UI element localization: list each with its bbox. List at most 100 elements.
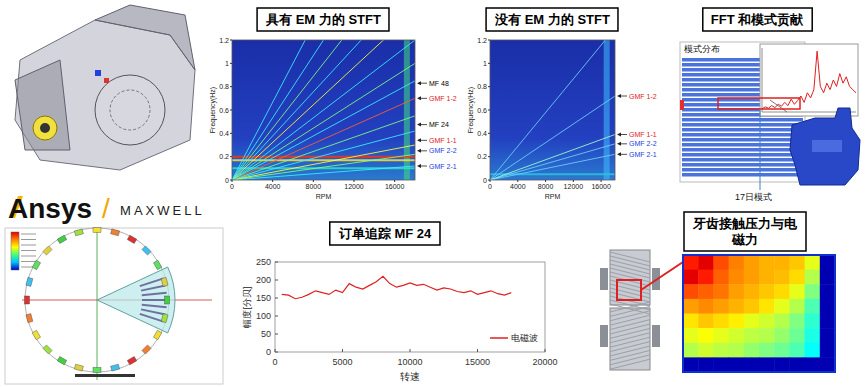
annotation-label: MF 48 [429,80,449,87]
x-axis-title: RPM [316,193,332,200]
plot-frame [232,40,415,180]
annotation-arrow [620,96,627,97]
heat-cell [759,284,775,299]
x-tick-label: 0 [272,357,277,367]
y-tick [275,352,278,353]
title-frame [257,8,389,31]
y-tick-label: 150 [256,293,271,303]
sensor [95,70,101,76]
heat-cell [820,284,836,299]
x-tick [394,180,395,182]
color-bar-text-stub [21,250,36,251]
plot-background [232,40,415,180]
heat-cell [744,270,760,285]
spectrogram: 040008000120001600000.20.40.60.811.2RPMF… [209,0,457,200]
heat-cell [774,299,790,314]
magnet [74,364,83,371]
arrow-head [417,123,421,127]
sensor [104,78,109,83]
magnet [57,356,66,364]
heat-cell [683,357,699,372]
mode-row [682,158,803,162]
heat-cell [820,357,836,372]
heat-cell [713,328,729,343]
heat-cell [683,270,699,285]
panel-title: 没有 EM 力的 STFT [494,12,610,27]
color-bar-text-stub [21,261,36,262]
x-tick [354,180,355,182]
stator-tooth [141,309,165,314]
magnet [43,246,52,255]
heat-cell [683,284,699,299]
title-box: 牙齿接触压力与电磁力 [684,212,806,251]
title-box: 没有 EM 力的 STFT [486,8,618,31]
gear-tooth [610,346,650,356]
heat-cell [698,314,714,329]
title-frame [486,8,618,31]
y-tick [488,110,490,111]
magnet [142,345,151,354]
y-tick-label: 0.2 [219,153,229,160]
stator-tooth [141,285,165,290]
heat-cell [698,357,714,372]
plot-frame [275,262,545,352]
mode-row [682,128,803,132]
annotation-arrow [420,150,427,151]
heat-cell [729,284,745,299]
x-tick [272,180,273,182]
title-box: 订单追踪 MF 24 [330,222,440,245]
x-tick-label: 8000 [306,183,322,190]
y-tick [488,86,490,87]
y-tick-label: 0.4 [477,130,487,137]
color-bar-text-stub [21,245,36,246]
annotation-arrow [420,83,427,84]
order-line [490,96,615,180]
mode-row [682,143,803,147]
panel-title: 具有 EM 力的 STFT [265,12,381,27]
plot-background [490,40,615,180]
heat-cell [759,357,775,372]
x-axis-title: RPM [545,193,561,200]
heat-cell [729,255,745,270]
x-tick-label: 16000 [385,183,405,190]
leader [760,109,761,190]
heat-cell [729,343,745,358]
stator-sector [97,267,175,333]
mode-row [682,148,803,152]
shaft-hole [40,123,50,133]
x-axis-title: 转速 [400,371,420,382]
magnet [142,246,151,255]
logo-separator: / [102,193,110,224]
heat-cell [789,299,805,314]
gear-tooth [610,359,650,369]
mode-row [682,153,803,157]
spectrum-line [762,51,856,109]
y-tick-label: 0 [225,177,229,184]
rotor [95,75,165,145]
annotation-label: GMF 1-2 [629,93,657,100]
heat-cell [729,328,745,343]
heat-cell [820,328,836,343]
x-tick-label: 0 [488,183,492,190]
heat-cell [698,343,714,358]
x-tick [517,180,518,182]
magnet [111,364,120,371]
heat-cell [713,357,729,372]
heat-cell [683,343,699,358]
gear-tooth [610,342,650,352]
fft-subtitle: 模式分布 [684,44,720,54]
arrow-head [417,138,421,142]
y-tick-label: 0.2 [477,153,487,160]
y-tick [230,110,232,111]
magnet [26,277,33,286]
heat-cell [759,270,775,285]
heat-cell [820,314,836,329]
arrow-head [417,81,421,85]
row-marker [680,100,684,110]
magnet [153,260,161,269]
housing [15,20,195,170]
magnet [32,260,40,269]
heat-cell [698,255,714,270]
y-tick [488,180,490,181]
heat-cell [698,299,714,314]
